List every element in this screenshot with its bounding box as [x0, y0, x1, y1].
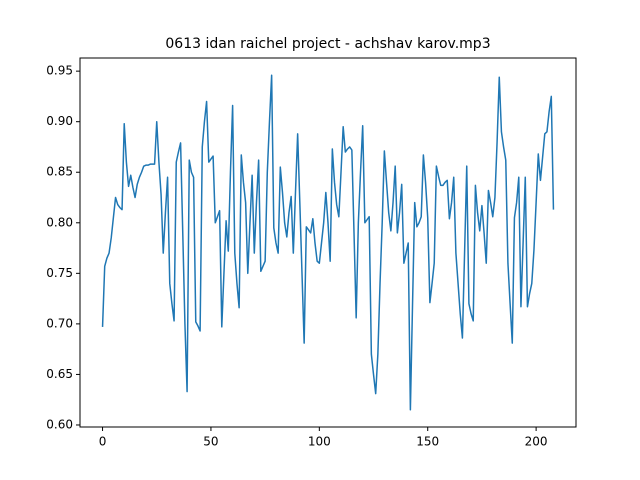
- y-tick-label: 0.65: [46, 367, 73, 381]
- x-tick-label: 100: [308, 435, 331, 449]
- y-tick-label: 0.80: [46, 215, 73, 229]
- y-tick-label: 0.60: [46, 417, 73, 431]
- plot-frame: [79, 57, 577, 428]
- x-tick-label: 50: [203, 435, 218, 449]
- x-tick-label: 150: [416, 435, 439, 449]
- x-tick-label: 200: [525, 435, 548, 449]
- y-tick-label: 0.70: [46, 316, 73, 330]
- y-tick-label: 0.95: [46, 64, 73, 78]
- y-tick-label: 0.90: [46, 114, 73, 128]
- x-tick-label: 0: [99, 435, 107, 449]
- chart-title: 0613 idan raichel project - achshav karo…: [165, 36, 490, 52]
- data-line: [101, 74, 555, 411]
- y-tick-label: 0.85: [46, 165, 73, 179]
- y-tick-label: 0.75: [46, 266, 73, 280]
